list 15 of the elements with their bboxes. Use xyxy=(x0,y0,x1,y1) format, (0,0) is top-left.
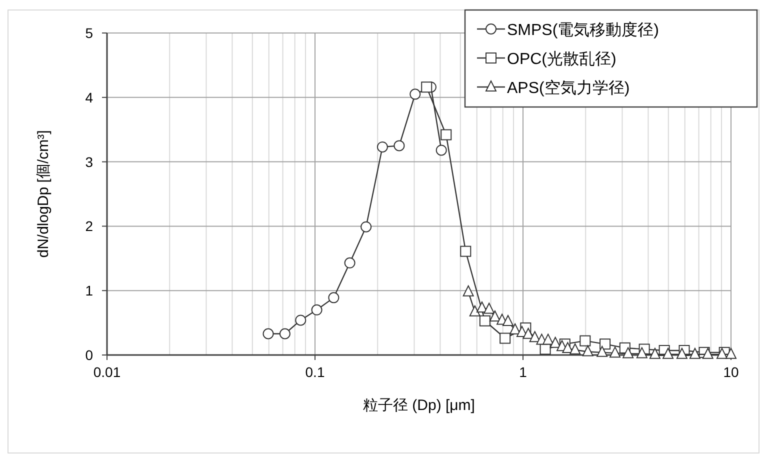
y-tick-label: 4 xyxy=(85,89,94,106)
x-tick-label: 1 xyxy=(519,364,528,380)
x-tick-label: 0.01 xyxy=(93,364,121,380)
x-tick-label: 10 xyxy=(723,364,739,380)
y-axis-title: dN/dlogDp [個/cm³] xyxy=(35,130,52,258)
legend-label: SMPS(電気移動度径) xyxy=(507,21,659,39)
legend-label: APS(空気力学径) xyxy=(507,79,630,97)
x-axis-title: 粒子径 (Dp) [μm] xyxy=(363,397,475,414)
legend-label: OPC(光散乱径) xyxy=(507,50,616,68)
y-tick-label: 0 xyxy=(85,347,94,363)
y-tick-label: 3 xyxy=(85,154,94,170)
y-tick-label: 1 xyxy=(85,282,94,299)
x-tick-label: 0.1 xyxy=(305,364,325,380)
y-tick-label: 2 xyxy=(85,218,94,234)
y-tick-label: 5 xyxy=(85,25,94,41)
